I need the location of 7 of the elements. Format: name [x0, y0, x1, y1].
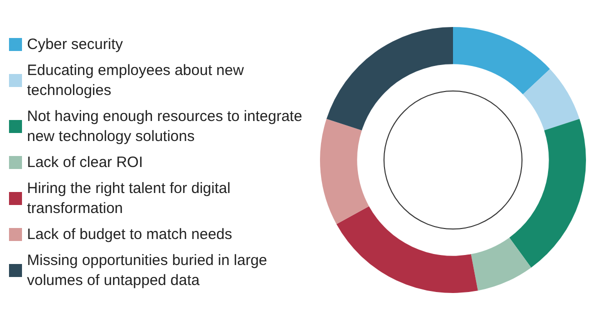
- legend-label: Missing opportunities buried in large volumes of untapped data: [27, 252, 272, 289]
- legend-label: Hiring the right talent for digital transformation: [27, 180, 235, 217]
- legend-label: Not having enough resources to integrate new technology solutions: [27, 108, 306, 145]
- legend-label: Lack of budget to match needs: [27, 226, 232, 243]
- legend-label: Educating employees about new technologies: [27, 62, 248, 99]
- legend-label: Lack of clear ROI: [27, 154, 143, 171]
- legend-label: Cyber security: [27, 36, 124, 53]
